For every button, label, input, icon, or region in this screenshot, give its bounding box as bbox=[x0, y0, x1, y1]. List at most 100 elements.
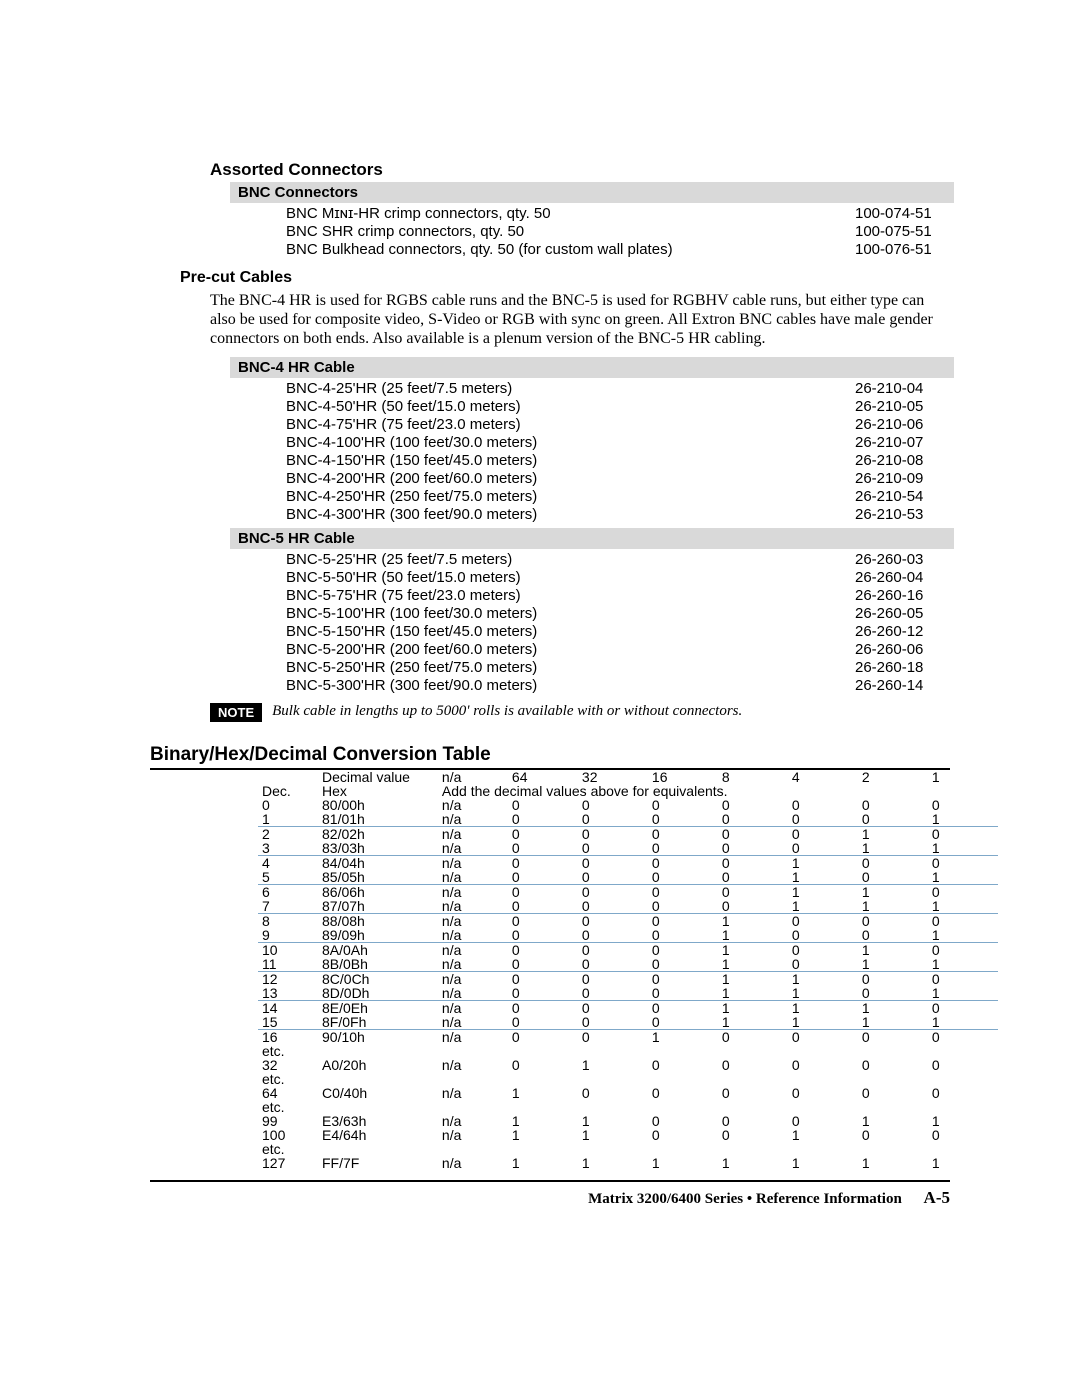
table-row: 1690/10hn/a0010000 bbox=[258, 1029, 998, 1044]
table-row: 64C0/40hn/a1000000 bbox=[258, 1086, 998, 1100]
note-text: Bulk cable in lengths up to 5000' rolls … bbox=[272, 703, 742, 720]
item-desc: BNC-4-150'HR (150 feet/45.0 meters) bbox=[286, 452, 855, 470]
item-desc: BNC-4-50'HR (50 feet/15.0 meters) bbox=[286, 398, 855, 416]
footer-page: A-5 bbox=[924, 1188, 950, 1207]
bnc4-list: BNC-4-25'HR (25 feet/7.5 meters)26-210-0… bbox=[238, 380, 950, 524]
item-desc: BNC-5-250'HR (250 feet/75.0 meters) bbox=[286, 659, 855, 677]
table-row: 118B/0Bhn/a0001011 bbox=[258, 957, 998, 972]
list-item: BNC-5-100'HR (100 feet/30.0 meters)26-26… bbox=[286, 605, 950, 623]
item-part: 26-210-07 bbox=[855, 434, 950, 452]
item-part: 26-260-14 bbox=[855, 677, 950, 695]
table-row: 100E4/64hn/a1100100 bbox=[258, 1128, 998, 1142]
bnc5-title: BNC-5 HR Cable bbox=[230, 528, 954, 549]
precut-cables-title: Pre-cut Cables bbox=[180, 269, 950, 287]
item-part: 26-210-09 bbox=[855, 470, 950, 488]
footer-rule bbox=[150, 1180, 950, 1182]
list-item: BNC-4-75'HR (75 feet/23.0 meters)26-210-… bbox=[286, 416, 950, 434]
item-part: 26-210-08 bbox=[855, 452, 950, 470]
item-part: 26-260-06 bbox=[855, 641, 950, 659]
list-item: BNC-4-300'HR (300 feet/90.0 meters)26-21… bbox=[286, 506, 950, 524]
table-row: 99E3/63hn/a1100011 bbox=[258, 1114, 998, 1128]
item-part: 26-260-05 bbox=[855, 605, 950, 623]
table-header-row1: Decimal valuen/a6432168421 bbox=[258, 770, 998, 784]
list-item: BNC-4-25'HR (25 feet/7.5 meters)26-210-0… bbox=[286, 380, 950, 398]
list-item: BNC-4-200'HR (200 feet/60.0 meters)26-21… bbox=[286, 470, 950, 488]
table-row: 686/06hn/a0000110 bbox=[258, 884, 998, 899]
list-item: BNC-5-300'HR (300 feet/90.0 meters)26-26… bbox=[286, 677, 950, 695]
item-part: 26-210-05 bbox=[855, 398, 950, 416]
item-desc: BNC-5-50'HR (50 feet/15.0 meters) bbox=[286, 569, 855, 587]
bnc4-title: BNC-4 HR Cable bbox=[230, 357, 954, 378]
precut-body-text: The BNC-4 HR is used for RGBS cable runs… bbox=[210, 291, 950, 349]
bnc-connectors-title: BNC Connectors bbox=[230, 182, 954, 203]
item-desc: BNC-5-300'HR (300 feet/90.0 meters) bbox=[286, 677, 855, 695]
table-header-row2: Dec.HexAdd the decimal values above for … bbox=[258, 784, 998, 798]
list-item: BNC SHR crimp connectors, qty. 50100-075… bbox=[286, 223, 950, 241]
footer: Matrix 3200/6400 Series • Reference Info… bbox=[210, 1188, 950, 1208]
item-part: 100-074-51 bbox=[855, 205, 950, 223]
item-desc: BNC-4-200'HR (200 feet/60.0 meters) bbox=[286, 470, 855, 488]
item-desc: BNC-4-25'HR (25 feet/7.5 meters) bbox=[286, 380, 855, 398]
list-item: BNC-5-75'HR (75 feet/23.0 meters)26-260-… bbox=[286, 587, 950, 605]
bnc-connectors-list: BNC Mɪɴɪ-HR crimp connectors, qty. 50100… bbox=[238, 205, 950, 259]
note-row: NOTE Bulk cable in lengths up to 5000' r… bbox=[210, 703, 950, 722]
conversion-title: Binary/Hex/Decimal Conversion Table bbox=[150, 744, 950, 770]
table-etc-row: etc. bbox=[258, 1142, 998, 1156]
table-row: 282/02hn/a0000010 bbox=[258, 826, 998, 841]
item-part: 26-210-04 bbox=[855, 380, 950, 398]
table-row: 585/05hn/a0000101 bbox=[258, 870, 998, 885]
table-etc-row: etc. bbox=[258, 1044, 998, 1058]
table-row: 108A/0Ahn/a0001010 bbox=[258, 942, 998, 957]
list-item: BNC-5-250'HR (250 feet/75.0 meters)26-26… bbox=[286, 659, 950, 677]
list-item: BNC-5-50'HR (50 feet/15.0 meters)26-260-… bbox=[286, 569, 950, 587]
item-desc: BNC Mɪɴɪ-HR crimp connectors, qty. 50 bbox=[286, 205, 855, 223]
item-desc: BNC Bulkhead connectors, qty. 50 (for cu… bbox=[286, 241, 855, 259]
table-row: 888/08hn/a0001000 bbox=[258, 913, 998, 928]
item-desc: BNC-4-250'HR (250 feet/75.0 meters) bbox=[286, 488, 855, 506]
table-row: 148E/0Ehn/a0001110 bbox=[258, 1000, 998, 1015]
assorted-connectors-title: Assorted Connectors bbox=[210, 160, 950, 180]
item-desc: BNC SHR crimp connectors, qty. 50 bbox=[286, 223, 855, 241]
item-desc: BNC-4-300'HR (300 feet/90.0 meters) bbox=[286, 506, 855, 524]
item-part: 26-210-53 bbox=[855, 506, 950, 524]
item-desc: BNC-5-25'HR (25 feet/7.5 meters) bbox=[286, 551, 855, 569]
table-row: 080/00hn/a0000000 bbox=[258, 798, 998, 812]
table-etc-row: etc. bbox=[258, 1100, 998, 1114]
item-part: 26-210-54 bbox=[855, 488, 950, 506]
note-badge: NOTE bbox=[210, 703, 262, 722]
list-item: BNC-5-25'HR (25 feet/7.5 meters)26-260-0… bbox=[286, 551, 950, 569]
table-etc-row: etc. bbox=[258, 1072, 998, 1086]
item-desc: BNC-4-75'HR (75 feet/23.0 meters) bbox=[286, 416, 855, 434]
item-desc: BNC-5-75'HR (75 feet/23.0 meters) bbox=[286, 587, 855, 605]
item-part: 26-260-04 bbox=[855, 569, 950, 587]
table-row: 181/01hn/a0000001 bbox=[258, 812, 998, 827]
list-item: BNC-4-50'HR (50 feet/15.0 meters)26-210-… bbox=[286, 398, 950, 416]
bnc5-list: BNC-5-25'HR (25 feet/7.5 meters)26-260-0… bbox=[238, 551, 950, 695]
table-row: 989/09hn/a0001001 bbox=[258, 928, 998, 943]
item-part: 100-076-51 bbox=[855, 241, 950, 259]
item-part: 26-260-12 bbox=[855, 623, 950, 641]
footer-text: Matrix 3200/6400 Series • Reference Info… bbox=[588, 1191, 902, 1207]
item-part: 26-210-06 bbox=[855, 416, 950, 434]
table-row: 138D/0Dhn/a0001101 bbox=[258, 986, 998, 1001]
list-item: BNC-4-100'HR (100 feet/30.0 meters)26-21… bbox=[286, 434, 950, 452]
list-item: BNC-5-200'HR (200 feet/60.0 meters)26-26… bbox=[286, 641, 950, 659]
item-desc: BNC-5-100'HR (100 feet/30.0 meters) bbox=[286, 605, 855, 623]
list-item: BNC-4-150'HR (150 feet/45.0 meters)26-21… bbox=[286, 452, 950, 470]
item-desc: BNC-4-100'HR (100 feet/30.0 meters) bbox=[286, 434, 855, 452]
table-row: 383/03hn/a0000011 bbox=[258, 841, 998, 856]
list-item: BNC-4-250'HR (250 feet/75.0 meters)26-21… bbox=[286, 488, 950, 506]
conversion-table: Decimal valuen/a6432168421Dec.HexAdd the… bbox=[258, 770, 998, 1170]
item-desc: BNC-5-200'HR (200 feet/60.0 meters) bbox=[286, 641, 855, 659]
table-row: 158F/0Fhn/a0001111 bbox=[258, 1015, 998, 1030]
item-part: 26-260-16 bbox=[855, 587, 950, 605]
table-row: 484/04hn/a0000100 bbox=[258, 855, 998, 870]
table-row: 128C/0Chn/a0001100 bbox=[258, 971, 998, 986]
item-desc: BNC-5-150'HR (150 feet/45.0 meters) bbox=[286, 623, 855, 641]
table-row: 787/07hn/a0000111 bbox=[258, 899, 998, 914]
item-part: 100-075-51 bbox=[855, 223, 950, 241]
list-item: BNC Bulkhead connectors, qty. 50 (for cu… bbox=[286, 241, 950, 259]
table-row: 32A0/20hn/a0100000 bbox=[258, 1058, 998, 1072]
list-item: BNC Mɪɴɪ-HR crimp connectors, qty. 50100… bbox=[286, 205, 950, 223]
item-part: 26-260-18 bbox=[855, 659, 950, 677]
